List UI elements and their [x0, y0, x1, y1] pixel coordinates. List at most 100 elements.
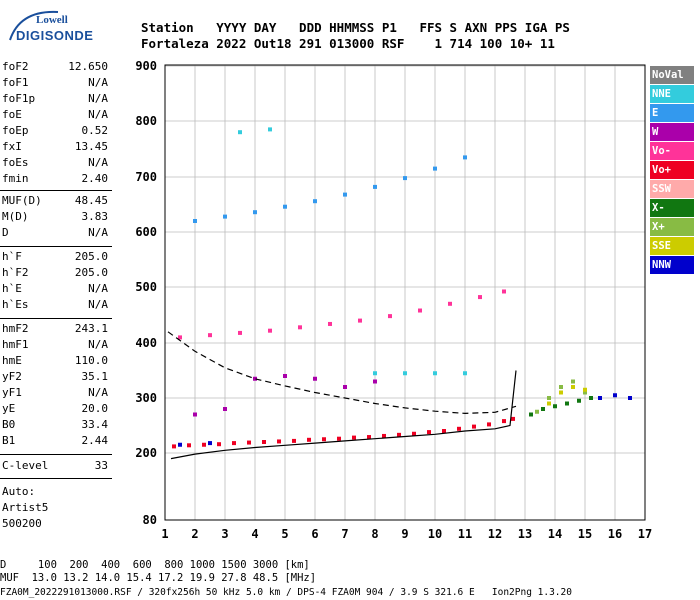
data-point — [193, 412, 197, 417]
param-row: hmE 110.0 — [2, 354, 108, 367]
data-point — [268, 127, 272, 132]
data-point — [238, 130, 242, 135]
y-tick-label: 800 — [135, 114, 157, 128]
data-point — [541, 407, 545, 411]
data-point — [187, 443, 191, 448]
data-point — [433, 371, 437, 376]
x-tick-label: 7 — [341, 527, 348, 541]
data-point — [298, 325, 302, 330]
data-point — [172, 444, 176, 449]
data-point — [472, 424, 476, 429]
data-point — [478, 295, 482, 300]
lowell-digisonde-logo: Lowell DIGISONDE — [6, 6, 93, 46]
legend-item-ssw: SSW — [650, 180, 694, 198]
legend-item-x-minus: X- — [650, 199, 694, 217]
data-point — [268, 328, 272, 333]
data-point — [433, 166, 437, 171]
data-point — [373, 184, 377, 189]
divider — [0, 318, 112, 319]
y-tick-label: 600 — [135, 225, 157, 239]
header-row1: Station YYYY DAY DDD HHMMSS P1 FFS S AXN… — [141, 20, 570, 35]
footer-muf: MUF 13.0 13.2 14.0 15.4 17.2 19.9 27.8 4… — [0, 572, 317, 584]
data-point — [238, 330, 242, 335]
param-row: h`F2 205.0 — [2, 266, 108, 279]
data-point — [292, 438, 296, 443]
legend-item-nnw: NNW — [650, 256, 694, 274]
data-point — [502, 289, 506, 294]
x-tick-label: 8 — [371, 527, 378, 541]
x-tick-label: 11 — [458, 527, 472, 541]
data-point — [511, 416, 515, 421]
data-point — [178, 335, 182, 340]
data-point — [217, 442, 221, 447]
header-row2: Fortaleza 2022 Out18 291 013000 RSF 1 71… — [141, 36, 555, 51]
param-row: foEs N/A — [2, 156, 108, 169]
data-point — [358, 318, 362, 323]
data-point — [412, 431, 416, 436]
data-point — [463, 155, 467, 160]
data-point — [457, 426, 461, 431]
param-row: fmin 2.40 — [2, 172, 108, 185]
data-point — [313, 376, 317, 381]
y-tick-label: 500 — [135, 280, 157, 294]
data-point — [535, 409, 539, 414]
y-tick-label: 300 — [135, 391, 157, 405]
x-tick-label: 1 — [161, 527, 168, 541]
auto-label: Auto: — [2, 485, 36, 498]
data-point — [397, 432, 401, 437]
chart-ticks: 1 2 3 4 5 6 7 8 9 10 11 12 13 14 15 16 17802003004005006… — [135, 59, 652, 541]
param-row: M(D) 3.83 — [2, 210, 108, 223]
data-point — [547, 401, 551, 406]
data-point — [571, 379, 575, 384]
x-tick-label: 10 — [428, 527, 442, 541]
param-row: hmF2 243.1 — [2, 322, 108, 335]
data-point — [253, 376, 257, 381]
param-row: D N/A — [2, 226, 108, 239]
param-row: hmF1 N/A — [2, 338, 108, 351]
data-point — [232, 441, 236, 446]
x-tick-label: 14 — [548, 527, 562, 541]
divider — [0, 478, 112, 479]
data-point — [337, 436, 341, 441]
data-point — [403, 371, 407, 376]
legend-item-nne: NNE — [650, 85, 694, 103]
param-row: B0 33.4 — [2, 418, 108, 431]
data-point — [208, 333, 212, 338]
data-point — [373, 379, 377, 384]
legend-item-sse: SSE — [650, 237, 694, 255]
data-point — [388, 314, 392, 319]
y-tick-label: 900 — [135, 59, 157, 73]
data-point — [262, 440, 266, 444]
y-tick-label: 700 — [135, 170, 157, 184]
data-point — [529, 412, 533, 417]
data-point — [598, 396, 602, 400]
data-point — [283, 374, 287, 378]
data-point — [178, 442, 182, 447]
data-point — [307, 437, 311, 442]
data-point — [313, 199, 317, 204]
param-row: foF1p N/A — [2, 92, 108, 105]
param-row: B1 2.44 — [2, 434, 108, 447]
data-point — [448, 301, 452, 306]
auto-code: 500200 — [2, 517, 42, 530]
profile-solid-line — [170, 370, 517, 460]
divider — [0, 190, 112, 191]
legend-item-e: E — [650, 104, 694, 122]
x-tick-label: 5 — [281, 527, 288, 541]
x-tick-label: 4 — [251, 527, 258, 541]
data-point — [193, 219, 197, 223]
legend-item-vo-plus: Vo+ — [650, 161, 694, 179]
param-row: foE N/A — [2, 108, 108, 121]
data-point — [223, 214, 227, 219]
data-point — [613, 393, 617, 398]
data-point — [208, 441, 212, 446]
data-point — [322, 437, 326, 442]
data-point — [628, 396, 632, 400]
data-point — [559, 385, 563, 389]
legend-item-noval: NoVal — [650, 66, 694, 84]
logo-line2: DIGISONDE — [16, 28, 94, 43]
data-point — [502, 419, 506, 424]
data-point — [253, 210, 257, 215]
y-tick-label: 200 — [135, 446, 157, 460]
